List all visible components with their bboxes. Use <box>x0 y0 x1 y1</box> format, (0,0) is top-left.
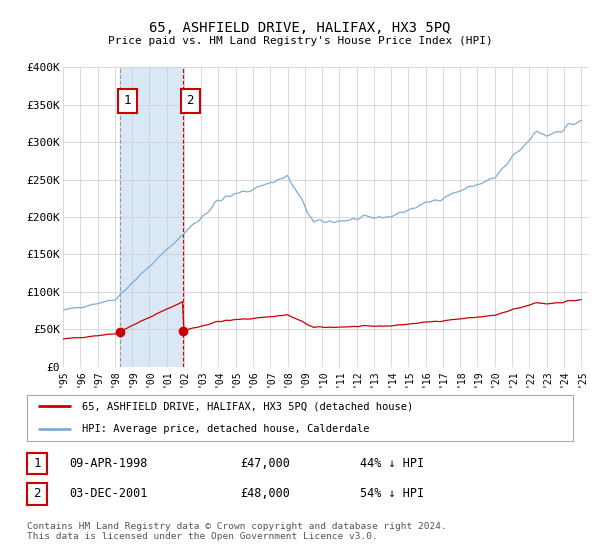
Text: 65, ASHFIELD DRIVE, HALIFAX, HX3 5PQ: 65, ASHFIELD DRIVE, HALIFAX, HX3 5PQ <box>149 21 451 35</box>
Text: 09-APR-1998: 09-APR-1998 <box>69 457 148 470</box>
Text: 2: 2 <box>33 487 41 501</box>
Text: Price paid vs. HM Land Registry's House Price Index (HPI): Price paid vs. HM Land Registry's House … <box>107 36 493 46</box>
Text: 1: 1 <box>33 457 41 470</box>
Text: 2: 2 <box>187 95 194 108</box>
Text: £47,000: £47,000 <box>240 457 290 470</box>
Text: Contains HM Land Registry data © Crown copyright and database right 2024.
This d: Contains HM Land Registry data © Crown c… <box>27 522 447 542</box>
Text: 65, ASHFIELD DRIVE, HALIFAX, HX3 5PQ (detached house): 65, ASHFIELD DRIVE, HALIFAX, HX3 5PQ (de… <box>82 402 413 411</box>
Text: 44% ↓ HPI: 44% ↓ HPI <box>360 457 424 470</box>
Text: £48,000: £48,000 <box>240 487 290 501</box>
Text: HPI: Average price, detached house, Calderdale: HPI: Average price, detached house, Cald… <box>82 424 369 434</box>
Text: 03-DEC-2001: 03-DEC-2001 <box>69 487 148 501</box>
Text: 54% ↓ HPI: 54% ↓ HPI <box>360 487 424 501</box>
Bar <box>119 67 182 367</box>
Text: 1: 1 <box>124 95 131 108</box>
